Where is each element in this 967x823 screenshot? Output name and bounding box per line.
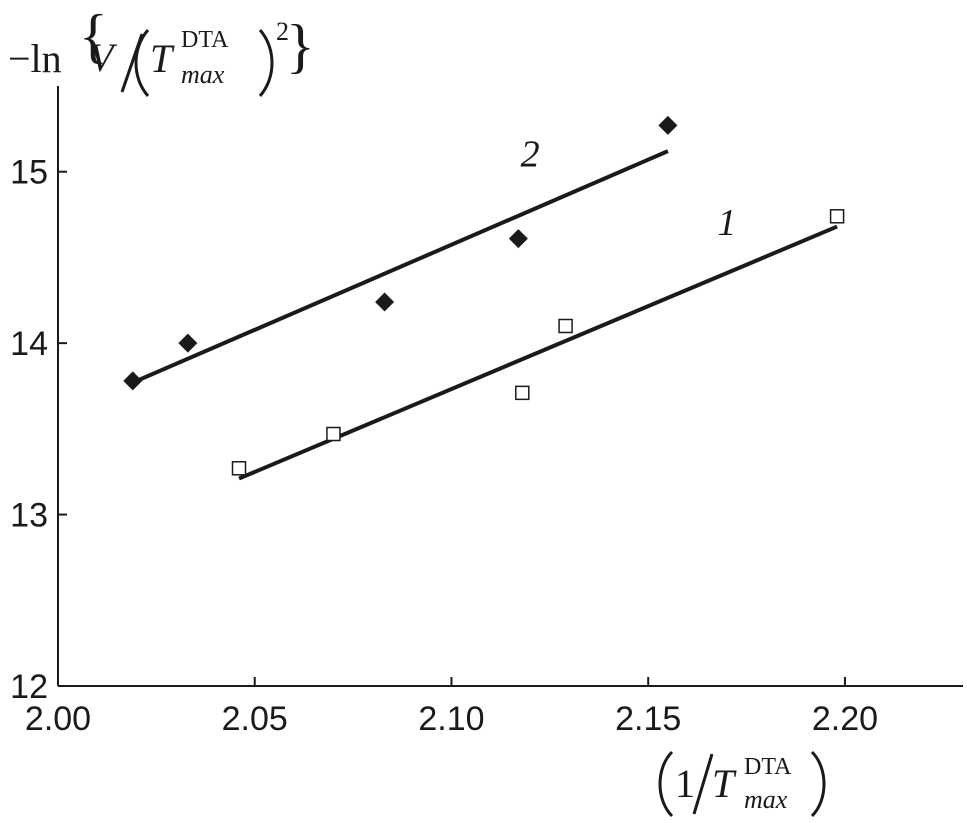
y-axis-title-paren-close [258,29,274,97]
x-tick-label: 2.05 [222,700,288,738]
x-axis-title-numerator: 1 [675,761,695,806]
y-axis-title-prefix: −ln [8,36,62,81]
y-axis-title-symbol: T [150,36,175,81]
series-label-2: 2 [521,134,540,176]
x-axis-title-superscript: DTA [744,754,792,780]
data-point-series-1 [829,209,845,224]
series-label-1: 1 [717,202,736,244]
y-tick-label: 15 [10,154,48,192]
x-axis-title-symbol: T [712,761,737,806]
x-axis-title-paren-open [658,750,674,818]
y-axis-title-numerator: V [89,35,118,80]
y-axis-title-brace-close: } [286,13,315,79]
data-point-series-1 [515,385,530,401]
y-axis-title: −ln { V T DTA max 2 } [8,3,315,97]
data-point-series-2 [375,292,395,312]
x-axis-title-slash [692,753,714,815]
data-point-series-1 [558,318,573,334]
x-tick-label: 2.15 [615,700,681,738]
data-point-series-2 [123,371,143,391]
y-axis-title-paren-open [134,29,150,97]
x-axis-title: 1 T DTA max [658,750,826,818]
data-point-series-2 [658,115,678,135]
data-point-series-1 [231,461,247,476]
y-tick-label: 13 [10,497,48,535]
x-axis-title-paren-close [810,750,826,818]
data-point-series-2 [178,333,198,353]
y-axis-title-subscript: max [181,60,225,89]
y-tick-label: 14 [10,325,48,363]
x-axis-title-subscript: max [744,785,788,814]
y-axis-title-brace-open: { [79,3,108,69]
data-point-series-2 [508,229,528,249]
series-labels: 12 [521,134,737,244]
y-axis-title-power: 2 [276,17,289,46]
fit-lines [131,149,838,481]
x-tick-label: 2.20 [812,700,878,738]
y-tick-label: 12 [10,668,48,706]
fit-line-series-2 [131,149,669,385]
x-tick-label: 2.10 [418,700,484,738]
x-tick-label: 2.00 [25,700,91,738]
y-axis-title-superscript: DTA [181,27,229,53]
axes [57,86,963,687]
data-markers [123,115,845,476]
ticks: 2.00 2.05 2.10 2.15 2.20 12 13 14 15 [10,154,878,738]
data-point-series-1 [326,426,341,442]
